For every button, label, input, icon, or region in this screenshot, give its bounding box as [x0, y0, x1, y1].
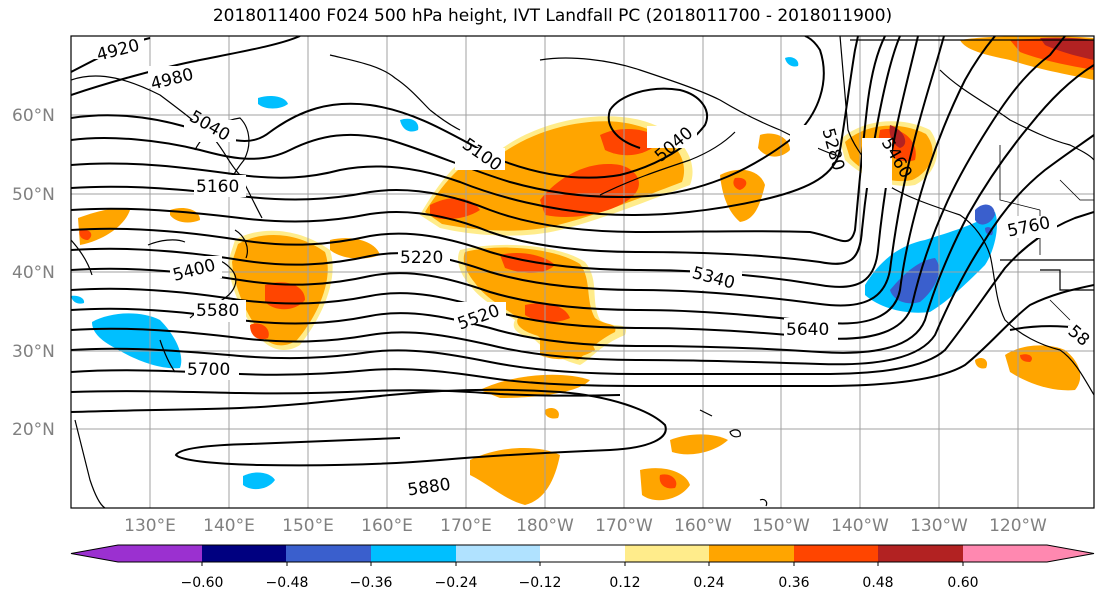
contour-label-5160: 5160: [196, 177, 239, 197]
lon-label-140e: 140°E: [203, 516, 255, 536]
colorbar-tick-label: 0.36: [778, 575, 809, 591]
colorbar-tick-label: 0.48: [862, 575, 893, 591]
colorbar-tick-label: −0.12: [519, 575, 562, 591]
lon-label-140w: 140°W: [831, 516, 889, 536]
colorbar-segment: [118, 545, 202, 562]
colorbar-extend-min: [71, 545, 118, 562]
lat-label-40n: 40°N: [12, 263, 55, 283]
colorbar-tick-labels: −0.60 −0.48 −0.36 −0.24 −0.12 0.12 0.24 …: [181, 575, 979, 591]
colorbar-segment: [963, 545, 1047, 562]
longitude-labels: 130°E 140°E 150°E 160°E 170°E 180°W 170°…: [124, 516, 1047, 536]
lon-label-130w: 130°W: [910, 516, 968, 536]
colorbar-segment: [202, 545, 286, 562]
contour-label-5580: 5580: [196, 301, 239, 321]
colorbar-tick-label: 0.12: [609, 575, 640, 591]
lon-label-180w: 180°W: [516, 516, 574, 536]
colorbar-segments: [70, 544, 1095, 566]
lon-label-160e: 160°E: [361, 516, 413, 536]
lat-label-50n: 50°N: [12, 185, 55, 205]
latitude-labels: 60°N 50°N 40°N 30°N 20°N: [12, 106, 55, 440]
colorbar-tick-label: −0.60: [181, 575, 224, 591]
colorbar-segment: [625, 545, 709, 562]
lat-label-20n: 20°N: [12, 420, 55, 440]
lon-label-120w: 120°W: [989, 516, 1047, 536]
chart-title: 2018011400 F024 500 hPa height, IVT Land…: [212, 6, 893, 26]
colorbar-tick-label: −0.48: [266, 575, 309, 591]
contour-label-5700: 5700: [187, 360, 230, 380]
lon-label-160w: 160°W: [674, 516, 732, 536]
lat-label-30n: 30°N: [12, 342, 55, 362]
colorbar-tick-label: 0.60: [947, 575, 978, 591]
colorbar-tick-label: −0.36: [350, 575, 393, 591]
contour-label-5220: 5220: [400, 248, 443, 268]
lon-label-170e: 170°E: [440, 516, 492, 536]
colorbar-tick-label: −0.24: [435, 575, 478, 591]
graticule: [71, 36, 1094, 508]
colorbar-extend-max: [1047, 545, 1094, 562]
colorbar-tick-label: 0.24: [693, 575, 724, 591]
contour-label-5640: 5640: [786, 320, 829, 340]
colorbar: −0.60 −0.48 −0.36 −0.24 −0.12 0.12 0.24 …: [70, 544, 1095, 591]
lon-label-150w: 150°W: [752, 516, 810, 536]
contour-label-layer: 4920 4980 5040 5100 5040 5160 5280 5460 …: [94, 36, 1094, 500]
colorbar-outline: [70, 544, 1095, 563]
colorbar-segment: [709, 545, 794, 562]
lat-label-60n: 60°N: [12, 106, 55, 126]
map-area: 4920 4980 5040 5100 5040 5160 5280 5460 …: [71, 36, 1094, 508]
lon-label-150e: 150°E: [282, 516, 334, 536]
colorbar-segment: [540, 545, 625, 562]
colorbar-segment: [371, 545, 456, 562]
colorbar-segment: [456, 545, 540, 562]
colorbar-segment: [878, 545, 963, 562]
ivt-negative-shading: [71, 57, 997, 490]
lon-label-170w: 170°W: [595, 516, 653, 536]
lon-label-130e: 130°E: [124, 516, 176, 536]
map-frame: [70, 35, 1095, 509]
colorbar-segment: [794, 545, 878, 562]
colorbar-segment: [286, 545, 371, 562]
